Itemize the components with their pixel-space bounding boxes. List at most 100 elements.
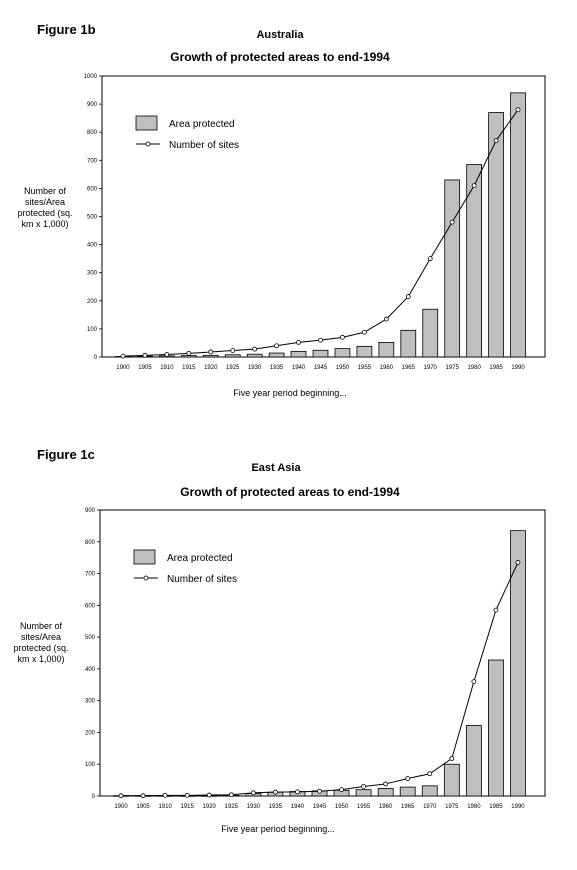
x-tick-label: 1940	[291, 804, 305, 810]
x-tick-label: 1910	[158, 804, 172, 810]
legend-label: Area protected	[169, 119, 235, 130]
line-point	[274, 343, 280, 349]
line-point	[361, 784, 367, 789]
line-point	[427, 771, 433, 777]
legend-swatch-point	[143, 575, 149, 581]
x-tick-label: 1925	[225, 804, 239, 810]
line-point	[206, 792, 212, 798]
y-tick-label: 800	[87, 130, 98, 136]
y-axis-label: Number of sites/Area protected (sq. km x…	[13, 621, 69, 664]
bar	[466, 164, 482, 358]
y-tick-label: 700	[85, 572, 96, 578]
legend-label: Number of sites	[169, 140, 239, 151]
x-tick-label: 1905	[136, 804, 150, 810]
line-point	[118, 793, 124, 799]
y-tick-label: 400	[85, 667, 96, 673]
line-point	[405, 776, 411, 781]
x-tick-label: 1990	[511, 365, 525, 371]
line-point	[162, 792, 168, 798]
x-tick-label: 1965	[402, 365, 416, 371]
x-tick-label: 1900	[114, 804, 128, 810]
line-point	[295, 789, 300, 795]
x-tick-label: 1915	[182, 365, 196, 371]
x-tick-label: 1950	[336, 365, 350, 371]
x-tick-label: 1920	[203, 804, 217, 810]
bar	[488, 659, 504, 797]
figure-label: Figure 1c	[37, 447, 95, 462]
x-tick-label: 1930	[248, 365, 262, 371]
bar	[224, 354, 241, 358]
y-tick-label: 500	[87, 215, 98, 221]
line-point	[184, 792, 190, 798]
bar	[246, 353, 263, 358]
chart-title: Growth of protected areas to end-1994	[180, 485, 400, 499]
bar	[510, 92, 526, 358]
line-point	[208, 349, 214, 355]
bar	[356, 345, 373, 358]
bar	[421, 785, 438, 797]
line-point	[318, 337, 323, 343]
line-point	[383, 316, 389, 322]
bar	[378, 341, 395, 358]
x-tick-label: 1985	[489, 365, 503, 371]
bar	[355, 789, 372, 797]
y-tick-label: 1000	[84, 74, 98, 80]
x-tick-label: 1905	[138, 365, 152, 371]
y-tick-label: 600	[87, 186, 98, 192]
x-tick-label: 1975	[445, 804, 459, 810]
line-point	[493, 607, 499, 613]
line-point	[164, 352, 170, 357]
bar	[488, 112, 504, 358]
y-tick-label: 900	[87, 102, 98, 108]
y-tick-label: 200	[87, 299, 98, 305]
line-point	[515, 560, 521, 565]
bar	[334, 348, 351, 358]
legend-swatch-bar	[133, 549, 156, 565]
y-tick-label: 200	[85, 730, 96, 736]
chart-plot: 0 100 200 300 400 500 600 700 800 900 1000 1900 1905…	[84, 74, 546, 371]
x-tick-label: 1975	[446, 365, 460, 371]
figure-label: Figure 1b	[37, 22, 96, 37]
x-tick-label: 1950	[335, 804, 349, 810]
x-tick-label: 1910	[160, 365, 174, 371]
line-point	[405, 294, 411, 299]
y-tick-label: 500	[85, 635, 96, 641]
chart-region: Australia	[256, 29, 304, 41]
y-tick-label: 400	[87, 243, 98, 249]
y-tick-label: 700	[87, 158, 98, 164]
y-tick-label: 100	[87, 327, 98, 333]
line-point	[383, 781, 389, 787]
y-tick-label: 800	[85, 540, 96, 546]
x-tick-label: 1915	[181, 804, 195, 810]
bar	[400, 329, 417, 358]
line-point	[361, 329, 367, 335]
x-tick-label: 1970	[423, 804, 437, 810]
bar	[510, 530, 526, 797]
y-tick-label: 900	[85, 508, 96, 514]
line-point	[340, 334, 345, 340]
bar	[290, 350, 307, 358]
line-point	[186, 350, 192, 356]
x-tick-label: 1965	[401, 804, 415, 810]
line-point	[250, 790, 256, 796]
x-tick-label: 1980	[467, 804, 481, 810]
line-point	[296, 339, 301, 345]
line-point	[449, 756, 455, 761]
y-tick-label: 100	[85, 762, 96, 768]
line-point	[120, 353, 126, 359]
series-line	[121, 562, 519, 797]
y-tick-label: 0	[94, 355, 98, 361]
x-tick-label: 1935	[270, 365, 284, 371]
x-tick-label: 1990	[511, 804, 525, 810]
line-point	[230, 348, 236, 353]
x-axis-label: Five year period beginning...	[221, 824, 335, 834]
line-point	[427, 256, 433, 262]
x-tick-label: 1925	[226, 365, 240, 371]
bar	[312, 349, 329, 358]
y-tick-label: 0	[92, 794, 96, 800]
legend-label: Area protected	[167, 553, 233, 564]
x-tick-label: 1920	[204, 365, 218, 371]
y-tick-label: 300	[87, 271, 98, 277]
line-point	[493, 138, 499, 144]
